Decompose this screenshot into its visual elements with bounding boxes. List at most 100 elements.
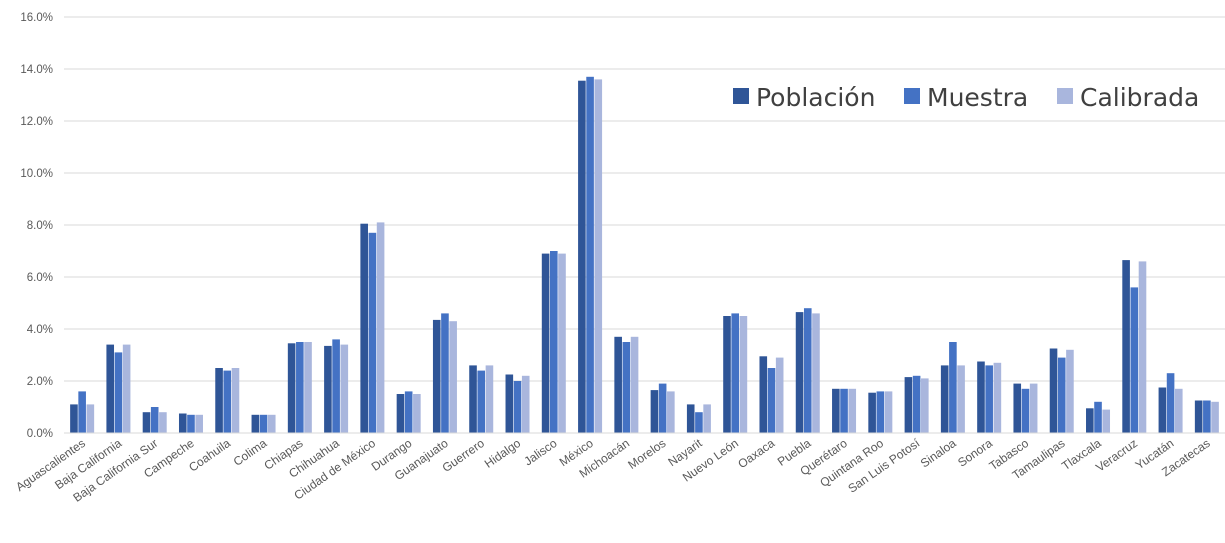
bar-poblacion-nayarit — [686, 404, 695, 433]
x-category-label: Veracruz — [1093, 436, 1140, 475]
bar-poblacion-ciudad-de-mexico — [360, 223, 368, 433]
legend-item-muestra[interactable]: Muestra — [904, 83, 1028, 112]
bar-calibrada-oaxaca — [775, 357, 784, 433]
bar-calibrada-sonora — [993, 362, 1002, 433]
bar-muestra-coahuila — [223, 370, 232, 433]
bar-muestra-durango — [404, 391, 413, 433]
legend-item-calibrada[interactable]: Calibrada — [1057, 83, 1199, 112]
bars — [70, 76, 1219, 434]
bar-poblacion-coahuila — [215, 368, 223, 433]
bar-poblacion-durango — [396, 394, 405, 433]
bar-muestra-tabasco — [1021, 388, 1030, 433]
bar-calibrada-tabasco — [1029, 383, 1038, 433]
bar-muestra-sonora — [985, 365, 993, 433]
bar-poblacion-baja-california-sur — [142, 412, 151, 433]
bar-poblacion-mexico — [578, 80, 586, 433]
bar-poblacion-san-luis-potosi — [904, 377, 913, 433]
bar-calibrada-ciudad-de-mexico — [376, 222, 385, 433]
bar-muestra-campeche — [187, 414, 195, 433]
legend-item-poblacion[interactable]: Población — [733, 83, 875, 112]
x-category-label: Sinaloa — [918, 436, 959, 471]
bar-calibrada-durango — [413, 394, 421, 433]
y-tick-label: 2.0% — [27, 376, 53, 388]
bar-calibrada-chihuahua — [340, 344, 349, 433]
bar-calibrada-veracruz — [1138, 261, 1147, 433]
bar-muestra-tamaulipas — [1057, 357, 1066, 433]
bar-muestra-jalisco — [550, 251, 558, 433]
bar-muestra-puebla — [803, 308, 812, 433]
bar-poblacion-guerrero — [469, 365, 477, 433]
bar-muestra-baja-california — [114, 352, 123, 433]
bar-poblacion-chiapas — [287, 343, 296, 433]
bar-poblacion-chihuahua — [324, 345, 332, 433]
bar-muestra-chiapas — [296, 342, 304, 433]
bar-poblacion-quintana-roo — [868, 392, 876, 433]
bar-muestra-colima — [259, 414, 268, 433]
bar-muestra-yucatan — [1166, 373, 1175, 433]
bar-poblacion-guanajuato — [432, 319, 441, 433]
x-category-label: Coahuila — [186, 436, 233, 475]
legend-label-calibrada: Calibrada — [1080, 83, 1199, 112]
bar-calibrada-mexico — [594, 79, 603, 434]
bar-muestra-baja-california-sur — [150, 407, 159, 433]
bar-poblacion-veracruz — [1122, 260, 1130, 433]
bar-muestra-sinaloa — [949, 342, 957, 433]
bar-muestra-nuevo-leon — [731, 313, 739, 433]
bar-calibrada-tamaulipas — [1066, 349, 1074, 433]
bar-poblacion-colima — [251, 414, 260, 433]
bar-calibrada-jalisco — [558, 253, 566, 433]
bar-poblacion-oaxaca — [759, 356, 768, 433]
bar-calibrada-baja-california — [122, 344, 131, 433]
y-tick-label: 0.0% — [27, 428, 53, 440]
y-tick-label: 8.0% — [27, 220, 53, 232]
bar-muestra-quintana-roo — [876, 391, 885, 433]
bar-calibrada-nuevo-leon — [739, 316, 748, 433]
bar-muestra-guanajuato — [441, 313, 449, 433]
bar-poblacion-tamaulipas — [1049, 348, 1058, 433]
x-category-label: Morelos — [625, 436, 668, 472]
bar-muestra-zacatecas — [1203, 400, 1211, 433]
bar-calibrada-colima — [267, 414, 276, 433]
legend-swatch-muestra — [904, 88, 920, 104]
bar-poblacion-morelos — [650, 390, 659, 433]
bar-muestra-oaxaca — [767, 368, 776, 433]
x-category-label: Oaxaca — [735, 436, 777, 471]
bar-calibrada-baja-california-sur — [159, 412, 167, 433]
bar-muestra-queretaro — [840, 388, 848, 433]
x-category-label: Guerrero — [440, 436, 488, 475]
legend-swatch-poblacion — [733, 88, 749, 104]
legend-label-muestra: Muestra — [927, 83, 1028, 112]
y-tick-label: 4.0% — [27, 324, 53, 336]
x-category-label: Jalisco — [521, 436, 559, 469]
bar-calibrada-guerrero — [485, 365, 494, 433]
bar-poblacion-tabasco — [1013, 383, 1022, 433]
bar-calibrada-aguascalientes — [86, 404, 95, 433]
bar-calibrada-coahuila — [231, 368, 240, 433]
y-tick-label: 12.0% — [20, 116, 53, 128]
bar-poblacion-nuevo-leon — [723, 316, 731, 433]
bar-calibrada-morelos — [667, 391, 675, 433]
bar-muestra-morelos — [658, 383, 667, 433]
legend: Población Muestra Calibrada — [733, 83, 1199, 112]
bar-calibrada-san-luis-potosi — [921, 378, 929, 433]
bar-poblacion-puebla — [795, 312, 804, 433]
bar-poblacion-yucatan — [1158, 387, 1167, 433]
bar-muestra-guerrero — [477, 370, 486, 433]
bar-muestra-michoacan — [622, 342, 631, 433]
bar-poblacion-sinaloa — [940, 365, 949, 433]
gridlines — [64, 16, 1225, 382]
bar-calibrada-queretaro — [848, 388, 857, 433]
bar-muestra-ciudad-de-mexico — [368, 232, 377, 433]
bar-muestra-nayarit — [695, 412, 703, 433]
bar-calibrada-nayarit — [703, 404, 711, 433]
y-tick-label: 14.0% — [20, 64, 53, 76]
bar-calibrada-campeche — [195, 414, 203, 433]
bar-poblacion-hidalgo — [505, 374, 514, 433]
bar-poblacion-michoacan — [614, 336, 622, 433]
bar-poblacion-aguascalientes — [70, 404, 78, 433]
y-tick-label: 10.0% — [20, 168, 53, 180]
bar-muestra-hidalgo — [513, 381, 522, 433]
y-axis-tick-labels: 0.0% 2.0% 4.0% 6.0% 8.0% 10.0% 12.0% 14.0% 16.0% — [20, 12, 53, 440]
